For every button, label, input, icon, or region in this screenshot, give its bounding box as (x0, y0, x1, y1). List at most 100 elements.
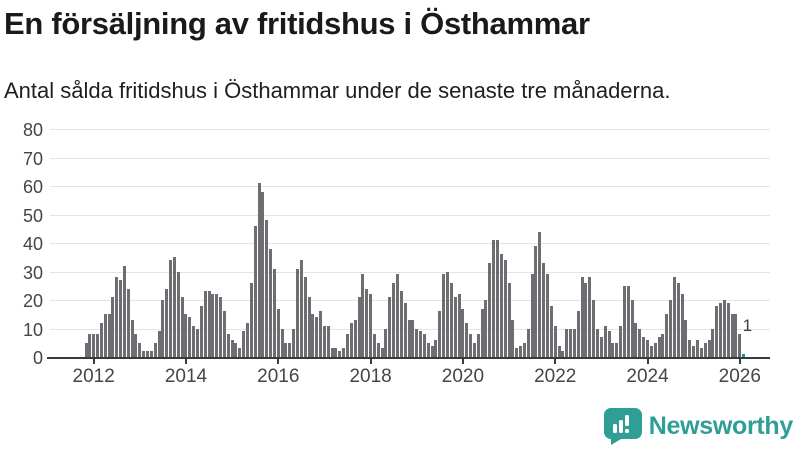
bar (596, 328, 600, 357)
bar (507, 282, 511, 357)
bar (330, 348, 334, 357)
bar (257, 183, 261, 357)
x-tick-2022 (554, 359, 557, 364)
bar (249, 282, 253, 357)
bar (319, 311, 323, 357)
bar (561, 351, 565, 357)
bar (480, 308, 484, 357)
bar (342, 348, 346, 357)
bar (303, 277, 307, 357)
bar (492, 240, 496, 357)
gridline-50 (50, 214, 770, 216)
bar (122, 265, 126, 357)
bar (565, 328, 569, 357)
bar (146, 351, 150, 357)
bar (192, 325, 196, 357)
chart-subtitle: Antal sålda fritidshus i Östhammar under… (4, 78, 671, 103)
x-tick-label-2022: 2022 (534, 366, 577, 387)
bar (588, 277, 592, 357)
bar (276, 308, 280, 357)
bar (161, 300, 165, 357)
bar (130, 319, 134, 357)
bar (92, 334, 96, 357)
bar (499, 254, 503, 357)
y-tick-label-60: 60 (22, 177, 43, 197)
bar (407, 319, 411, 357)
bar (215, 294, 219, 357)
bar (453, 297, 457, 357)
bar (549, 305, 553, 357)
bar (572, 328, 576, 357)
bar (134, 334, 138, 357)
bar (284, 342, 288, 357)
bar-chart: 1 0 10 20 30 40 50 60 70 80 2012 2014 2016 2018 2020… (0, 120, 800, 400)
bar (226, 334, 230, 357)
bar (103, 314, 107, 357)
x-tick-2024 (646, 359, 649, 364)
bar (119, 280, 123, 357)
bar (719, 302, 723, 357)
y-tick-label-70: 70 (22, 148, 43, 169)
newsworthy-logo: Newsworthy (603, 407, 793, 445)
bar (607, 331, 611, 357)
bar (446, 271, 450, 357)
bar (461, 308, 465, 357)
bar (484, 300, 488, 357)
bar (107, 314, 111, 357)
x-tick-2014 (184, 359, 187, 364)
bar (615, 342, 619, 357)
bar (165, 288, 169, 357)
bar (696, 339, 699, 357)
y-tick-label-30: 30 (22, 262, 43, 283)
x-tick-2020 (461, 359, 464, 364)
bar (322, 325, 326, 357)
bar (472, 342, 476, 357)
bar (372, 334, 376, 357)
x-tick-label-2014: 2014 (164, 366, 208, 387)
bar (88, 334, 92, 357)
bar (599, 337, 603, 357)
bar (184, 314, 188, 357)
bar (203, 291, 207, 357)
bar (292, 328, 296, 357)
bar (376, 342, 380, 357)
bar (546, 274, 550, 357)
bar (396, 274, 400, 357)
bar (272, 268, 276, 357)
y-tick-label-50: 50 (22, 205, 43, 226)
bar (399, 291, 403, 357)
bar (576, 311, 580, 357)
bar (346, 334, 350, 357)
bar (219, 297, 223, 357)
bar (311, 314, 315, 357)
bar (392, 282, 396, 357)
bar (707, 339, 711, 357)
bar (261, 191, 265, 357)
bar (196, 328, 200, 357)
bar (730, 314, 734, 357)
bar (642, 337, 646, 357)
bar (638, 328, 642, 357)
gridline-60 (50, 186, 770, 187)
bar (530, 274, 534, 357)
bar (557, 345, 561, 357)
bar (415, 328, 419, 357)
bar (246, 322, 250, 357)
bar (315, 317, 319, 357)
bar (592, 300, 596, 357)
bar (503, 260, 507, 357)
bar (153, 342, 157, 357)
bar (603, 325, 607, 357)
bar (661, 334, 665, 357)
bar (684, 319, 688, 357)
x-axis-line (47, 357, 770, 359)
y-tick-label-80: 80 (22, 120, 43, 140)
bar (265, 220, 269, 357)
bar (199, 305, 203, 357)
bar (138, 342, 142, 357)
bar (288, 342, 292, 357)
bar (569, 328, 573, 357)
bar (653, 342, 657, 357)
bar (149, 351, 153, 357)
bar (442, 274, 446, 357)
